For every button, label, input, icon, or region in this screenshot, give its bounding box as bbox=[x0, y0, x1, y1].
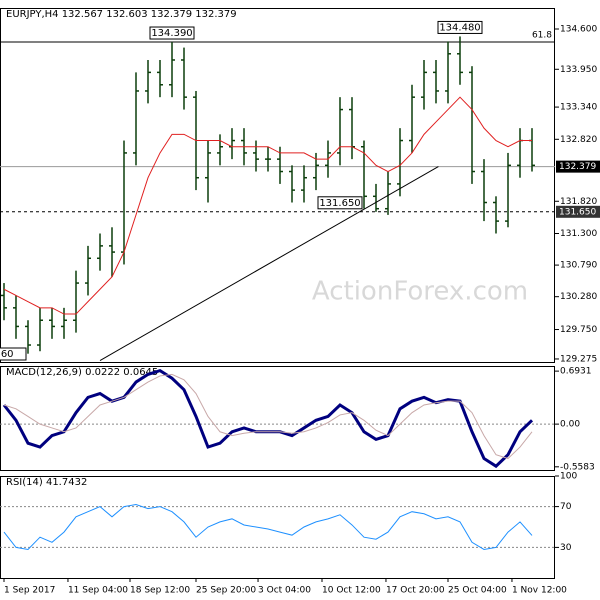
y-tick-label: 133.340 bbox=[560, 103, 597, 113]
annotation-label: 360 bbox=[0, 349, 14, 360]
panel-frame bbox=[0, 366, 555, 471]
y-tick-label: 70 bbox=[560, 502, 572, 512]
panel-frame bbox=[0, 8, 555, 363]
series-line bbox=[3, 504, 533, 550]
y-tick-label: 0.6931 bbox=[560, 367, 592, 377]
y-tick-label: 131.820 bbox=[560, 197, 597, 207]
y-tick-label: 0.00 bbox=[560, 420, 580, 430]
x-tick-label: 3 Oct 04:00 bbox=[258, 586, 311, 596]
price-label: 132.379 bbox=[559, 162, 596, 172]
panel-title: MACD(12,26,9) 0.0222 0.0645 bbox=[6, 367, 158, 378]
annotation-label: 131.650 bbox=[319, 198, 360, 209]
annotation-box bbox=[0, 347, 27, 361]
price-label-box bbox=[556, 160, 600, 173]
annotation-label: 134.480 bbox=[439, 22, 480, 33]
watermark: ActionForex.com bbox=[312, 277, 528, 307]
panel-title: RSI(14) 41.7432 bbox=[6, 477, 87, 488]
y-tick-label: 30 bbox=[560, 543, 572, 553]
y-tick-label: 134.600 bbox=[560, 25, 597, 35]
y-tick-label: 132.820 bbox=[560, 135, 597, 145]
x-tick-label: 17 Oct 20:00 bbox=[386, 586, 445, 596]
level-label: 61.8 bbox=[532, 31, 552, 41]
annotation-label: 134.390 bbox=[151, 28, 192, 39]
annotation-box bbox=[437, 20, 483, 34]
price-label-box bbox=[556, 205, 600, 218]
x-tick-label: 1 Sep 2017 bbox=[4, 586, 55, 596]
y-tick-label: 129.275 bbox=[560, 354, 597, 364]
x-tick-label: 18 Sep 12:00 bbox=[130, 586, 190, 596]
y-tick-label: 129.750 bbox=[560, 325, 597, 335]
x-tick-label: 25 Sep 20:00 bbox=[196, 586, 256, 596]
y-tick-label: 133.950 bbox=[560, 65, 597, 75]
moving-average bbox=[3, 96, 532, 315]
x-tick-label: 11 Sep 04:00 bbox=[68, 586, 128, 596]
trendline bbox=[99, 166, 439, 361]
panel-frame bbox=[0, 476, 555, 579]
y-tick-label: 130.790 bbox=[560, 261, 597, 271]
y-tick-label: 131.300 bbox=[560, 229, 597, 239]
x-tick-label: 1 Nov 12:00 bbox=[512, 586, 567, 596]
series-line bbox=[3, 373, 533, 460]
annotation-box bbox=[149, 26, 195, 40]
x-tick-label: 10 Oct 12:00 bbox=[322, 586, 381, 596]
annotation-box bbox=[317, 196, 363, 210]
y-tick-label: 130.280 bbox=[560, 292, 597, 302]
y-tick-label: -0.5583 bbox=[560, 462, 595, 472]
panel-title: EURJPY,H4 132.567 132.603 132.379 132.37… bbox=[6, 9, 237, 20]
x-tick-label: 25 Oct 04:00 bbox=[448, 586, 507, 596]
price-label: 131.650 bbox=[559, 207, 596, 217]
y-tick-label: 100 bbox=[560, 472, 577, 482]
